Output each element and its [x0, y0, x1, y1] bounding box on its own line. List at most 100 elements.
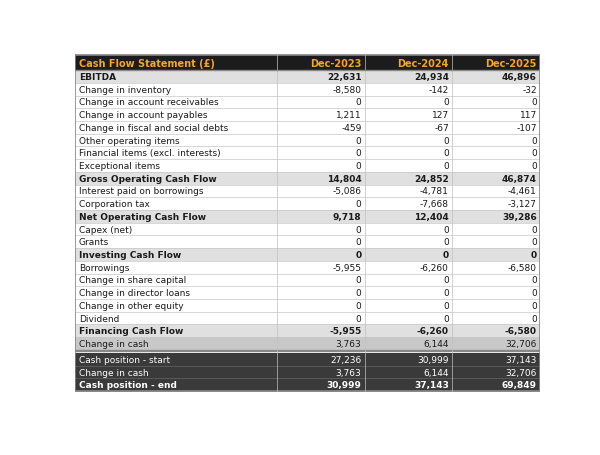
Bar — [75, 248, 277, 261]
Text: Investing Cash Flow: Investing Cash Flow — [79, 250, 181, 259]
Text: 117: 117 — [520, 111, 537, 120]
Bar — [365, 299, 452, 312]
Text: 0: 0 — [443, 162, 449, 171]
Text: 0: 0 — [356, 149, 361, 158]
Bar — [277, 135, 365, 147]
Text: Change in other equity: Change in other equity — [79, 301, 184, 310]
Bar — [277, 325, 365, 338]
Bar — [365, 223, 452, 236]
Bar — [277, 223, 365, 236]
Text: Change in cash: Change in cash — [79, 339, 148, 348]
Bar — [452, 261, 540, 274]
Text: Corporation tax: Corporation tax — [79, 200, 149, 209]
Text: -107: -107 — [516, 124, 537, 132]
Text: Change in account payables: Change in account payables — [79, 111, 207, 120]
Bar — [277, 96, 365, 109]
Bar — [75, 135, 277, 147]
Text: -8,580: -8,580 — [332, 86, 361, 95]
Bar — [452, 223, 540, 236]
Text: -6,580: -6,580 — [508, 263, 537, 272]
Text: Other operating items: Other operating items — [79, 136, 179, 145]
Bar — [452, 56, 540, 71]
Bar — [365, 109, 452, 122]
Bar — [75, 274, 277, 287]
Bar — [277, 287, 365, 299]
Bar — [452, 236, 540, 248]
Text: 69,849: 69,849 — [502, 380, 537, 389]
Bar — [365, 122, 452, 135]
Bar — [365, 56, 452, 71]
Text: 0: 0 — [356, 238, 361, 247]
Text: -3,127: -3,127 — [508, 200, 537, 209]
Bar — [452, 274, 540, 287]
Text: 24,852: 24,852 — [414, 174, 449, 183]
Text: Cash Flow Statement (£): Cash Flow Statement (£) — [79, 59, 215, 69]
Text: Borrowings: Borrowings — [79, 263, 129, 272]
Bar — [75, 84, 277, 96]
Bar — [277, 109, 365, 122]
Text: Change in cash: Change in cash — [79, 368, 148, 377]
Text: 0: 0 — [530, 250, 537, 259]
Bar — [75, 338, 277, 350]
Bar — [452, 325, 540, 338]
Bar — [452, 198, 540, 211]
Bar — [277, 84, 365, 96]
Bar — [75, 185, 277, 198]
Bar — [365, 312, 452, 325]
Text: 0: 0 — [356, 136, 361, 145]
Text: 0: 0 — [531, 162, 537, 171]
Bar — [75, 56, 277, 71]
Text: 0: 0 — [355, 250, 361, 259]
Text: Change in inventory: Change in inventory — [79, 86, 171, 95]
Text: 0: 0 — [443, 136, 449, 145]
Bar — [75, 211, 277, 223]
Text: 0: 0 — [531, 98, 537, 107]
Bar — [75, 122, 277, 135]
Bar — [452, 147, 540, 160]
Bar — [277, 172, 365, 185]
Text: 0: 0 — [443, 98, 449, 107]
Bar — [365, 172, 452, 185]
Text: 127: 127 — [432, 111, 449, 120]
Text: 0: 0 — [443, 225, 449, 234]
Bar — [277, 248, 365, 261]
Text: -32: -32 — [522, 86, 537, 95]
Bar — [75, 299, 277, 312]
Text: 32,706: 32,706 — [505, 368, 537, 377]
Bar — [452, 312, 540, 325]
Bar — [75, 147, 277, 160]
Bar — [452, 338, 540, 350]
Text: -4,781: -4,781 — [420, 187, 449, 196]
Bar — [75, 71, 277, 84]
Bar — [277, 299, 365, 312]
Text: 0: 0 — [443, 288, 449, 298]
Text: 0: 0 — [356, 301, 361, 310]
Bar — [277, 71, 365, 84]
Bar — [365, 325, 452, 338]
Text: 46,874: 46,874 — [502, 174, 537, 183]
Bar — [365, 185, 452, 198]
Bar — [277, 261, 365, 274]
Text: Capex (net): Capex (net) — [79, 225, 132, 234]
Text: Change in director loans: Change in director loans — [79, 288, 190, 298]
Bar — [75, 236, 277, 248]
Bar — [277, 379, 365, 391]
Bar — [75, 160, 277, 172]
Text: 3,763: 3,763 — [335, 339, 361, 348]
Text: 0: 0 — [443, 238, 449, 247]
Bar — [452, 366, 540, 379]
Text: 0: 0 — [443, 301, 449, 310]
Text: 30,999: 30,999 — [326, 380, 361, 389]
Text: 46,896: 46,896 — [502, 73, 537, 82]
Bar — [452, 96, 540, 109]
Bar — [452, 211, 540, 223]
Text: 27,236: 27,236 — [330, 355, 361, 364]
Bar — [277, 338, 365, 350]
Text: 0: 0 — [531, 225, 537, 234]
Bar — [452, 185, 540, 198]
Text: 0: 0 — [531, 288, 537, 298]
Bar — [75, 223, 277, 236]
Text: 39,286: 39,286 — [502, 212, 537, 222]
Text: Dec-2024: Dec-2024 — [397, 59, 449, 69]
Bar — [365, 84, 452, 96]
